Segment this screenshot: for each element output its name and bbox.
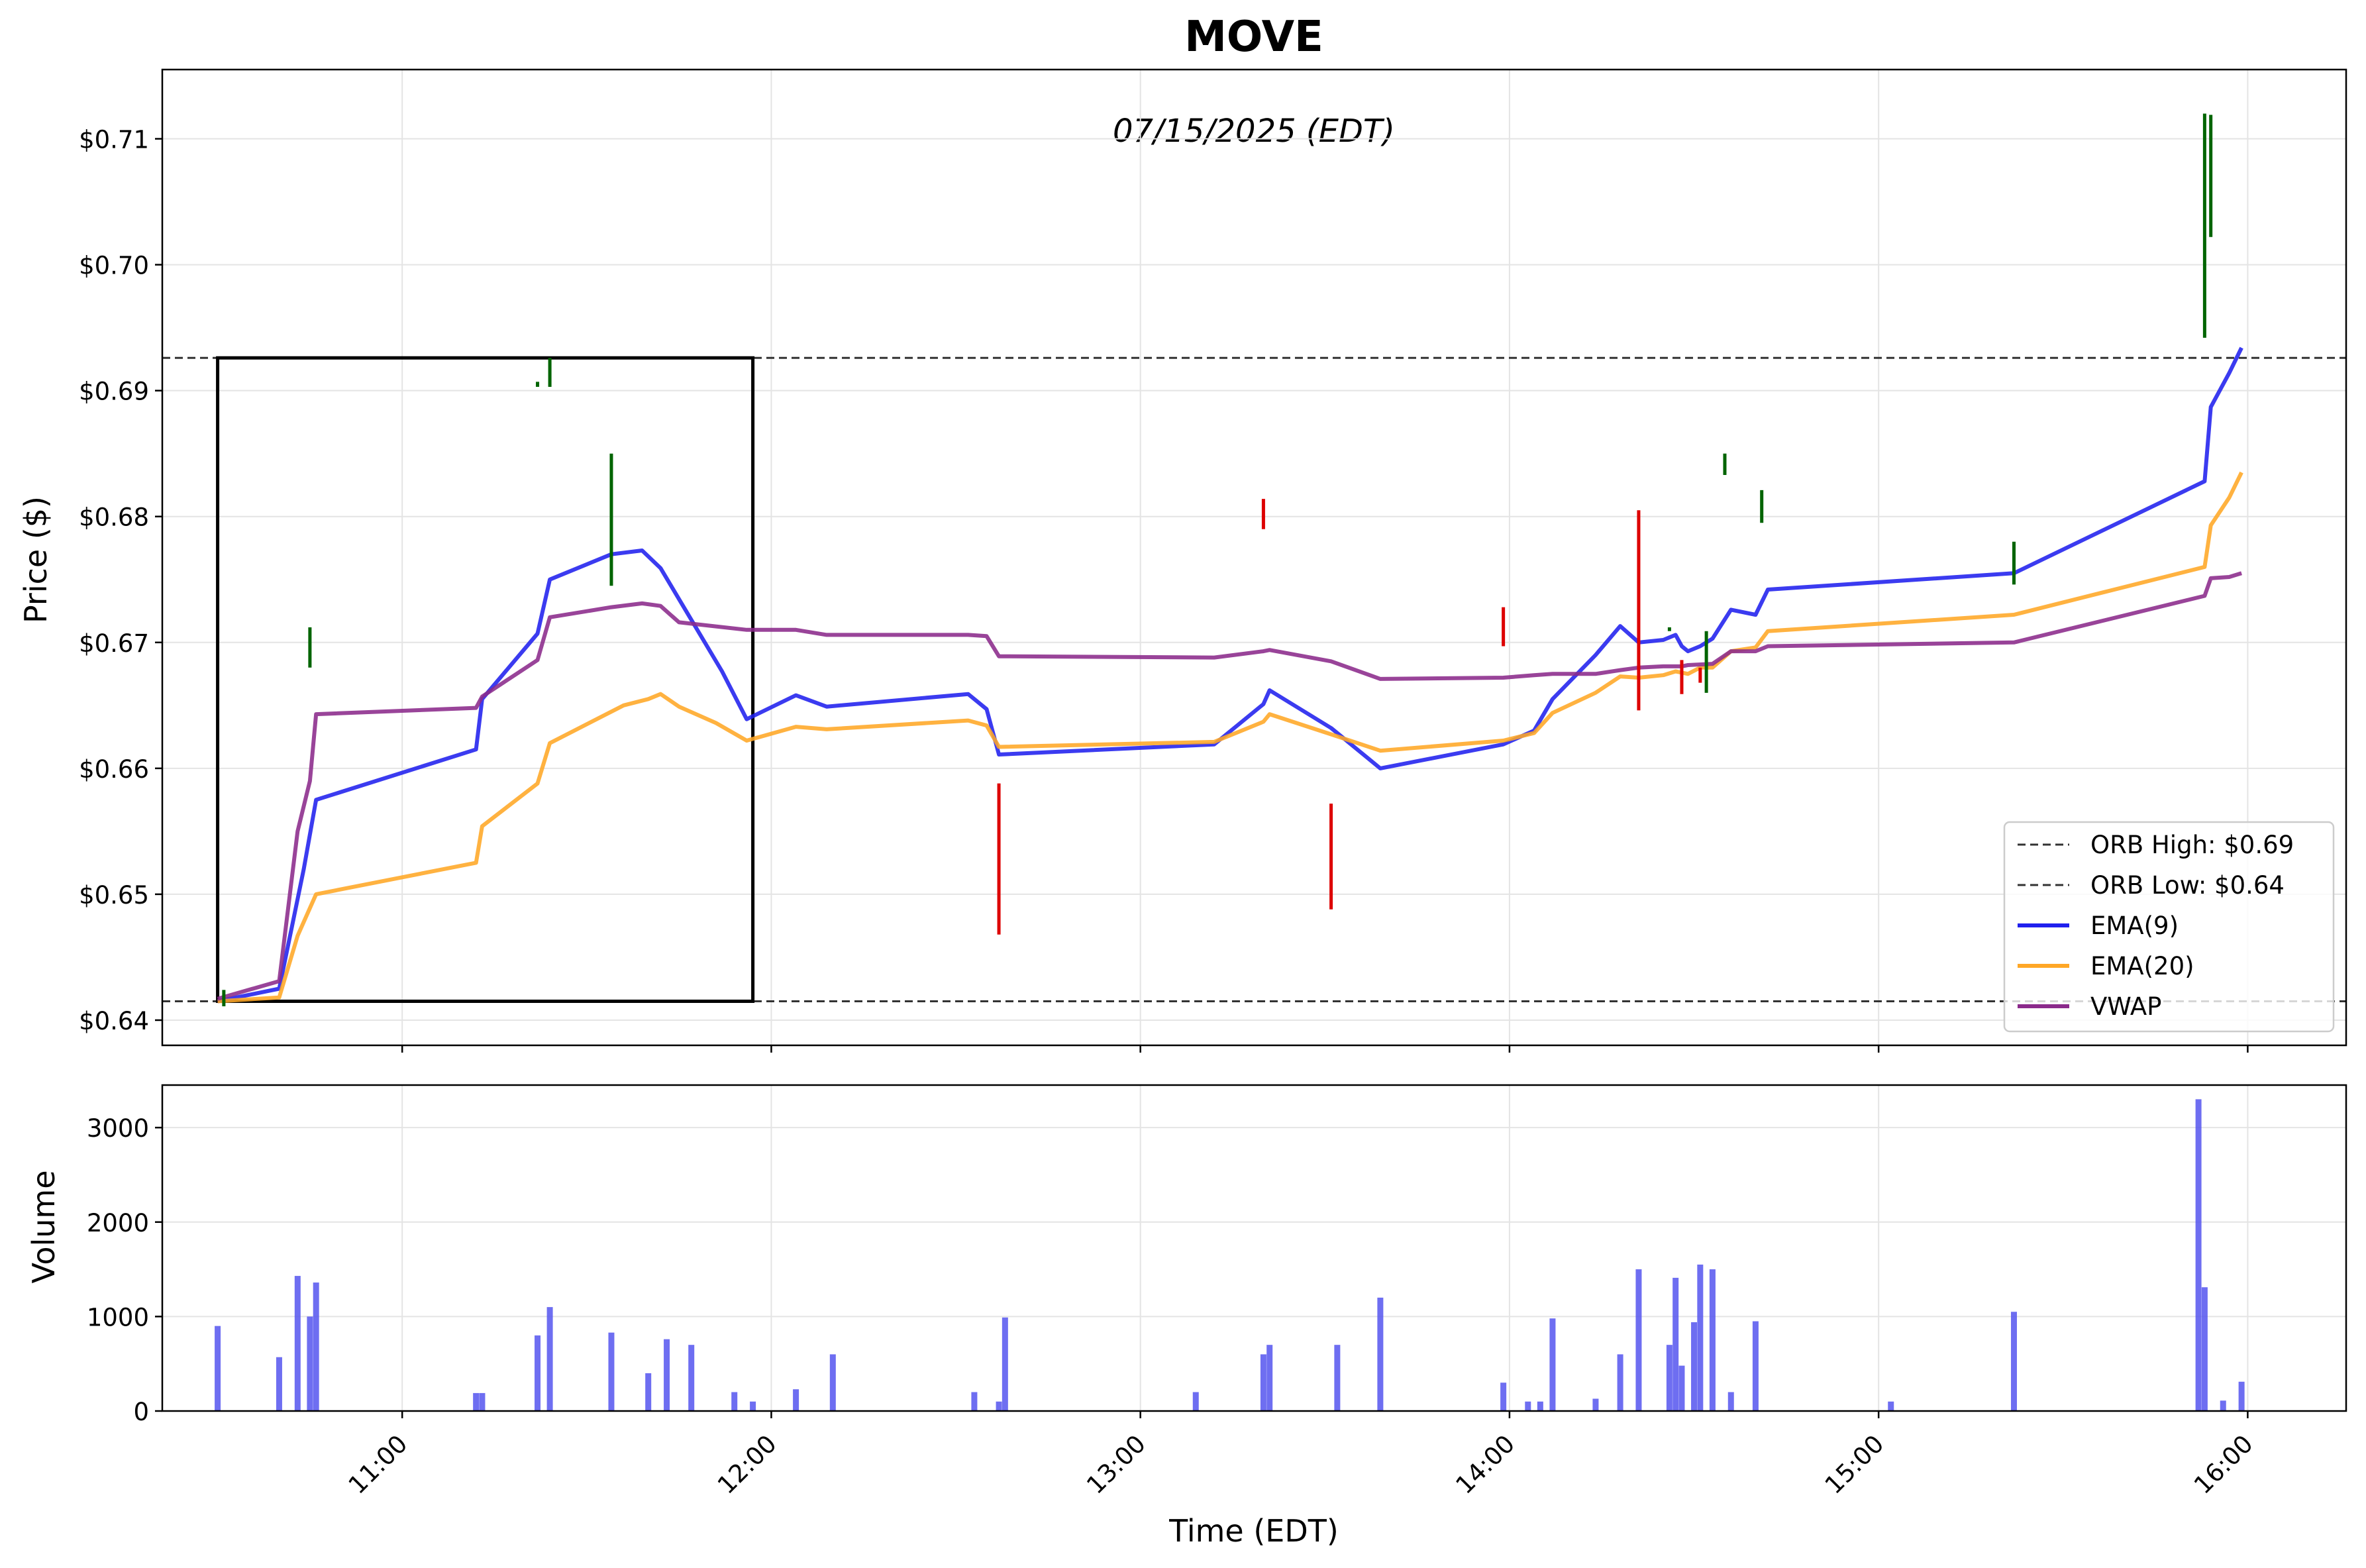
series-line-vwap: [217, 571, 2242, 1001]
volume-bar: [829, 1354, 836, 1411]
volume-bar: [1691, 1322, 1698, 1411]
volume-bar: [971, 1392, 978, 1411]
volume-bar: [1377, 1297, 1384, 1411]
legend-label: ORB Low: $0.64: [2090, 871, 2285, 900]
volume-bar: [1002, 1317, 1008, 1411]
orb-range-box: [216, 356, 755, 1003]
chart-title: MOVE: [1184, 13, 1323, 62]
volume-bar: [1678, 1365, 1685, 1411]
price-y-tick-label: $0.69: [79, 378, 149, 406]
legend-label: ORB High: $0.69: [2090, 831, 2294, 859]
volume-bar: [479, 1392, 486, 1411]
volume-bar: [2220, 1400, 2226, 1411]
price-y-tick-label: $0.70: [79, 252, 149, 280]
volume-bar: [2201, 1287, 2208, 1411]
volume-axis-label: Volume: [26, 1170, 62, 1283]
legend-label: VWAP: [2090, 992, 2162, 1021]
volume-bar: [2010, 1312, 2017, 1411]
volume-y-tick-label: 3000: [87, 1114, 149, 1143]
volume-bar: [473, 1392, 480, 1411]
price-panel: $0.64 $0.65 $0.66 $0.67 $0.68 $0.69 $0.70 $0.71: [79, 68, 2347, 1053]
legend-label: EMA(9): [2090, 912, 2179, 940]
volume-bar: [1500, 1383, 1507, 1411]
volume-y-tick-label: 2000: [87, 1209, 149, 1237]
volume-bar: [294, 1276, 301, 1411]
volume-bar: [996, 1401, 1002, 1411]
volume-bar: [1635, 1269, 1642, 1411]
legend-box: [2003, 821, 2335, 1033]
volume-y-tick-label: 0: [133, 1398, 149, 1426]
legend: ORB High: $0.69 ORB Low: $0.64 EMA(9) EMA(2…: [2003, 821, 2335, 1033]
volume-bar: [215, 1326, 221, 1411]
price-y-tick-label: $0.66: [79, 755, 149, 784]
price-y-tick-label: $0.68: [79, 503, 149, 532]
volume-bar: [1672, 1277, 1679, 1411]
price-axis-label: Price ($): [18, 496, 54, 623]
price-plot-frame: [161, 68, 2347, 1047]
volume-bar: [608, 1332, 615, 1411]
volume-bar: [546, 1307, 553, 1411]
volume-bar: [1709, 1269, 1716, 1411]
volume-bar: [1666, 1345, 1672, 1411]
volume-bar: [1192, 1392, 1199, 1411]
volume-bar: [2195, 1099, 2202, 1411]
chart-subtitle: 07/15/2025 (EDT): [1113, 113, 1395, 150]
volume-bar: [750, 1401, 756, 1411]
volume-bar: [793, 1389, 799, 1411]
volume-bar: [535, 1335, 541, 1411]
volume-bar: [313, 1282, 319, 1411]
volume-bar: [1752, 1321, 1759, 1411]
volume-bar: [731, 1392, 738, 1411]
volume-bar: [1525, 1401, 1531, 1411]
volume-bar: [1697, 1264, 1704, 1411]
price-y-tick-label: $0.64: [79, 1007, 149, 1035]
price-y-tick-label: $0.67: [79, 629, 149, 658]
price-y-tick-label: $0.65: [79, 881, 149, 910]
volume-bar: [1260, 1354, 1266, 1411]
volume-bar: [664, 1339, 670, 1411]
volume-y-tick-label: 1000: [87, 1303, 149, 1332]
volume-bar: [276, 1357, 282, 1411]
volume-plot-frame: [161, 1084, 2347, 1412]
volume-bar: [1888, 1401, 1894, 1411]
volume-bar: [688, 1345, 695, 1411]
series-line-ema9: [217, 346, 2243, 1004]
volume-bar: [645, 1373, 652, 1411]
volume-bar: [1334, 1345, 1341, 1411]
volume-bar: [307, 1316, 313, 1411]
price-y-tick-label: $0.71: [79, 126, 149, 154]
volume-bar: [1617, 1354, 1623, 1411]
volume-bar: [1727, 1392, 1734, 1411]
volume-bar: [1537, 1401, 1543, 1411]
volume-bar: [2238, 1381, 2245, 1411]
volume-bar: [1266, 1345, 1273, 1411]
volume-bar: [1592, 1398, 1599, 1411]
volume-bar: [1549, 1318, 1556, 1411]
legend-label: EMA(20): [2090, 952, 2194, 980]
time-axis-label: Time (EDT): [1168, 1513, 1339, 1549]
